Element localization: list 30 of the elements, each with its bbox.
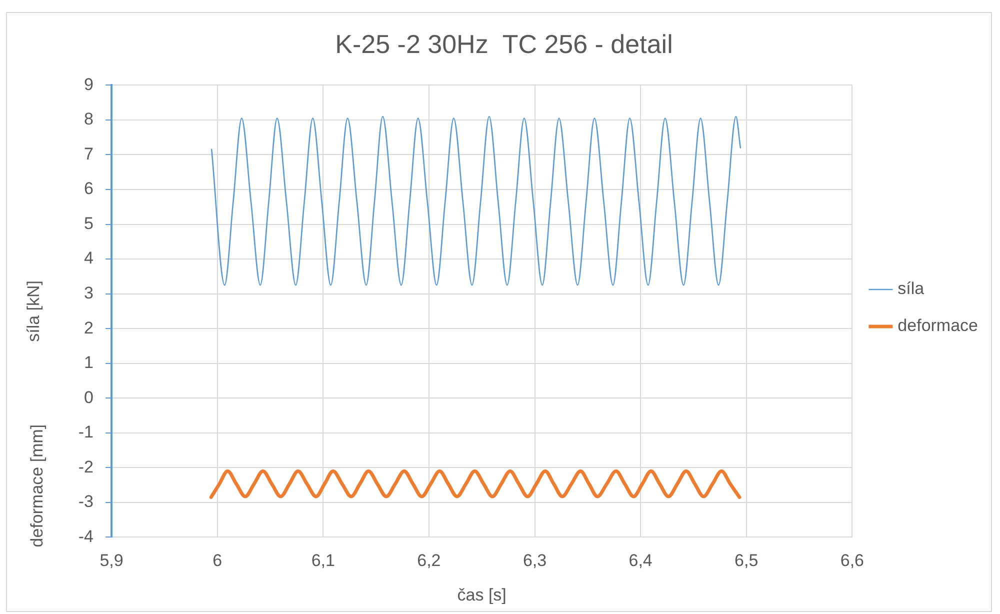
x-tick-label: 6,6 [840,551,864,570]
x-tick-label: 6,5 [734,551,758,570]
y-tick-label: 8 [84,110,94,129]
y-tick-label: 2 [84,318,94,338]
y-tick-label: 6 [84,179,94,198]
x-tick-label: 6,1 [311,551,335,570]
y-tick-label: 9 [84,74,94,94]
y-tick-label: 1 [84,353,94,372]
x-axis-title: čas [s] [457,585,506,604]
text: deformace [mm] [28,424,47,548]
y-axis-title: síla [kN] [24,280,43,342]
legend-label: deformace [898,316,978,336]
x-tick-label: 6,3 [522,551,547,570]
line-series [210,116,742,286]
chart-title: K-25 -2 30Hz TC 256 - detail [335,28,673,59]
x-tick-label: 6,2 [417,551,441,570]
x-tick-label: 6 [212,551,222,570]
y-tick-label: 4 [84,248,94,268]
x-tick-label: 5,9 [100,551,124,570]
y-tick-label: -4 [78,526,94,546]
x-tick-label: 6,4 [628,551,652,570]
line-series [209,469,742,499]
y-tick-label: -1 [78,422,94,442]
legend-label: síla [898,279,925,298]
y-tick-label: 7 [84,144,94,164]
y-tick-label: -3 [78,492,94,512]
y-tick-label: 0 [84,388,94,407]
y-tick-label: 5 [84,214,94,233]
y-tick-label: 3 [84,284,94,303]
y-tick-label: -2 [78,457,94,476]
